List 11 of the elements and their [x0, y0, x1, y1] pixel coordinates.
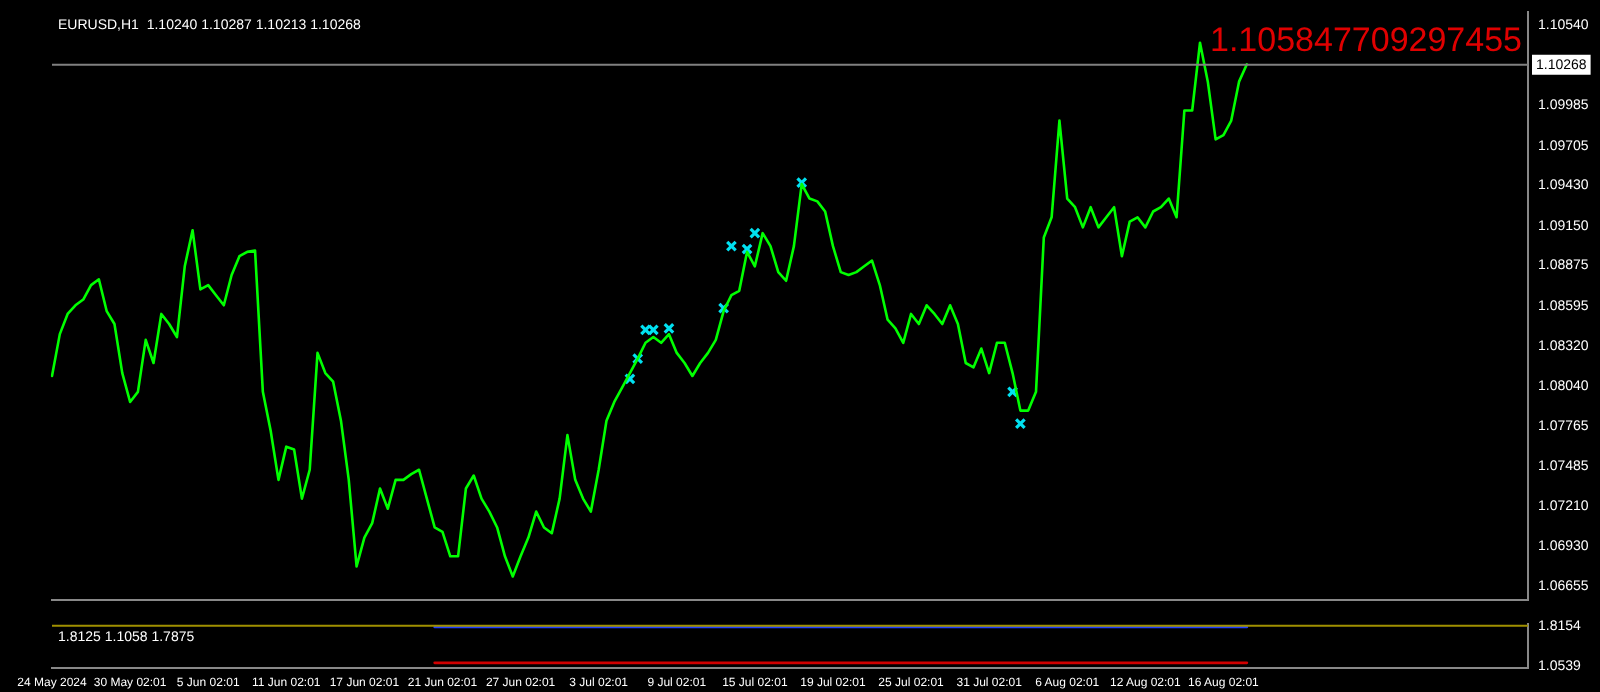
point — [741, 243, 753, 255]
point — [624, 373, 636, 385]
point — [717, 302, 730, 315]
point — [749, 227, 761, 239]
point — [795, 176, 808, 189]
annotation: 1.105847709297455 — [1210, 20, 1522, 59]
point — [631, 352, 644, 365]
point — [725, 240, 738, 252]
point — [1006, 386, 1019, 398]
point — [663, 322, 675, 335]
point — [1014, 417, 1027, 430]
